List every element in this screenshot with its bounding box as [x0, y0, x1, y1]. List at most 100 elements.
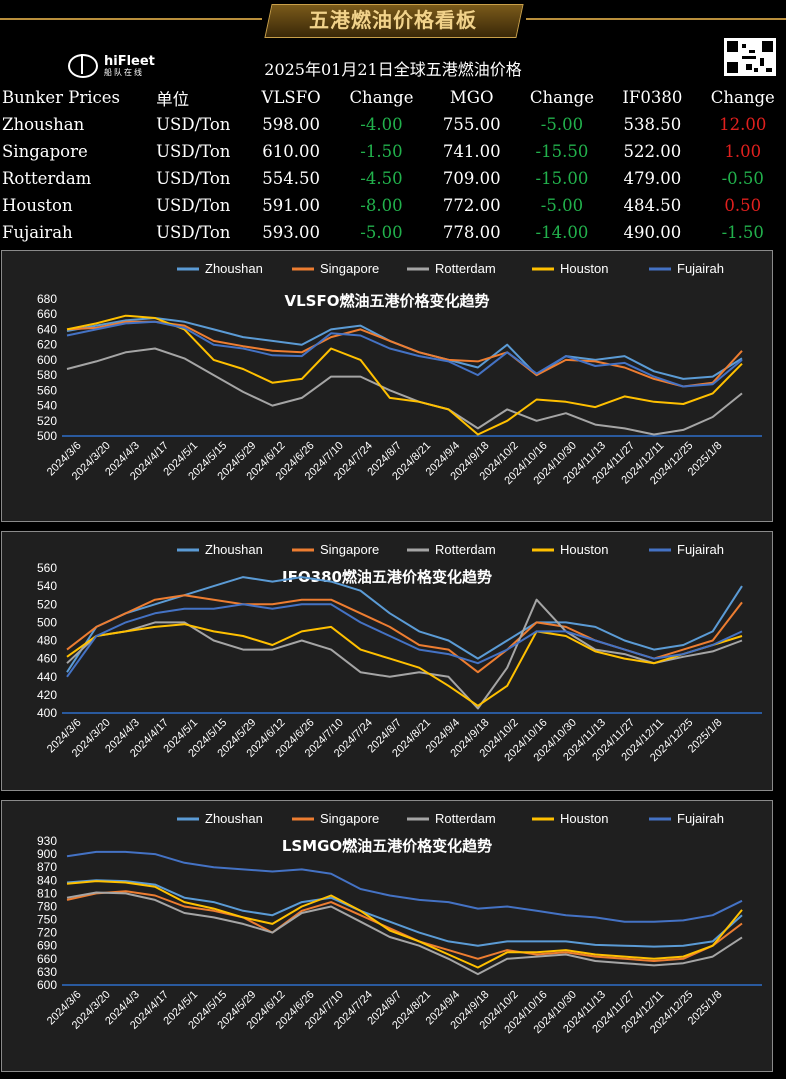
legend-label: Fujairah	[677, 542, 724, 557]
y-tick-label: 540	[37, 399, 57, 413]
ifo380-price: 522.00	[623, 142, 682, 161]
y-tick-label: 660	[37, 952, 57, 966]
y-tick-label: 750	[37, 913, 57, 927]
series-line-fujairah	[66, 603, 743, 678]
header-unit: 单位	[156, 89, 190, 109]
unit: USD/Ton	[156, 115, 231, 134]
legend-label: Zhoushan	[205, 542, 263, 557]
vlsfo-price: 593.00	[262, 223, 320, 242]
chart-title: IFO380燃油五港价格变化趋势	[282, 568, 492, 586]
mgo-price: 778.00	[442, 223, 501, 242]
y-tick-label: 870	[37, 860, 57, 874]
legend-label: Fujairah	[677, 261, 724, 276]
bunker-price-table: Bunker Prices 单位 VLSFO Change MGO Change…	[2, 84, 786, 246]
y-tick-label: 900	[37, 847, 57, 861]
mgo-change: -15.50	[535, 142, 589, 161]
table-row: Singapore USD/Ton 610.00 -1.50 741.00 -15.50 5…	[2, 138, 786, 165]
header-mgo-change: Change	[529, 88, 594, 107]
legend-label: Singapore	[320, 542, 379, 557]
y-tick-label: 810	[37, 886, 57, 900]
series-line-zhoushan	[66, 879, 743, 948]
series-line-rotterdam	[66, 598, 743, 710]
table-row: Rotterdam USD/Ton 554.50 -4.50 709.00 -15.00 4…	[2, 165, 786, 192]
y-tick-label: 600	[37, 978, 57, 992]
series-line-fujairah	[66, 850, 743, 923]
ifo380-change: -0.50	[721, 169, 764, 188]
y-tick-label: 690	[37, 939, 57, 953]
header-mgo: MGO	[449, 88, 494, 107]
mgo-change: -15.00	[535, 169, 589, 188]
mgo-price: 709.00	[442, 169, 501, 188]
header-vlsfo-change: Change	[349, 88, 414, 107]
ifo380-change: -1.50	[721, 223, 764, 242]
y-tick-label: 680	[37, 292, 57, 306]
ifo380-chart: Zhoushan Singapore Rotterdam Houston Fujaira…	[37, 542, 762, 764]
y-tick-label: 640	[37, 322, 57, 336]
y-tick-label: 600	[37, 353, 57, 367]
y-tick-label: 540	[37, 579, 57, 593]
y-tick-label: 520	[37, 597, 57, 611]
vlsfo-chart-panel: Zhoushan Singapore Rotterdam Houston Fujaira…	[1, 250, 773, 522]
mgo-change: -5.00	[540, 196, 584, 215]
series-line-zhoushan	[66, 576, 743, 673]
vlsfo-change: -4.00	[360, 115, 403, 134]
y-tick-label: 440	[37, 670, 57, 684]
y-tick-label: 400	[37, 706, 57, 720]
table-row: Fujairah USD/Ton 593.00 -5.00 778.00 -14.00 49…	[2, 219, 786, 246]
ifo380-price: 490.00	[623, 223, 682, 242]
unit: USD/Ton	[156, 223, 231, 242]
legend-label: Houston	[560, 542, 608, 557]
y-tick-label: 840	[37, 873, 57, 887]
vlsfo-price: 591.00	[262, 196, 320, 215]
ifo380-chart-panel: Zhoushan Singapore Rotterdam Houston Fujaira…	[1, 531, 773, 791]
legend-label: Fujairah	[677, 811, 724, 826]
mgo-change: -5.00	[540, 115, 584, 134]
legend-label: Zhoushan	[205, 261, 263, 276]
y-tick-label: 660	[37, 307, 57, 321]
header-decoration-right	[526, 18, 786, 20]
mgo-price: 741.00	[442, 142, 501, 161]
chart-title: VLSFO燃油五港价格变化趋势	[285, 292, 490, 310]
hifleet-logo: hiFleet 船队在线	[68, 54, 155, 78]
unit: USD/Ton	[156, 142, 231, 161]
y-tick-label: 520	[37, 414, 57, 428]
lsmgo-chart-panel: Zhoushan Singapore Rotterdam Houston Fujaira…	[1, 800, 773, 1072]
port-name: Zhoushan	[2, 115, 85, 134]
header-decoration-left	[0, 18, 262, 20]
header-bunker-prices: Bunker Prices	[2, 88, 121, 107]
y-tick-label: 500	[37, 615, 57, 629]
series-line-houston	[66, 623, 743, 707]
vlsfo-change: -1.50	[360, 142, 403, 161]
y-tick-label: 560	[37, 561, 57, 575]
vlsfo-change: -5.00	[360, 223, 403, 242]
ifo380-change: 12.00	[719, 115, 767, 134]
logo-subtitle: 船队在线	[104, 68, 144, 77]
port-name: Houston	[2, 196, 73, 215]
vlsfo-change: -8.00	[360, 196, 403, 215]
ifo380-price: 479.00	[623, 169, 682, 188]
ifo380-price: 484.50	[623, 196, 682, 215]
unit: USD/Ton	[156, 196, 231, 215]
y-tick-label: 720	[37, 926, 57, 940]
legend-label: Houston	[560, 811, 608, 826]
port-name: Fujairah	[2, 223, 73, 242]
series-line-houston	[66, 880, 743, 969]
y-tick-label: 780	[37, 899, 57, 913]
legend-label: Houston	[560, 261, 608, 276]
port-name: Singapore	[2, 142, 88, 161]
table-header-row: Bunker Prices 单位 VLSFO Change MGO Change…	[2, 84, 786, 111]
port-name: Rotterdam	[2, 169, 92, 188]
ship-logo-icon	[68, 54, 98, 78]
mgo-price: 772.00	[442, 196, 501, 215]
series-line-singapore	[66, 890, 743, 962]
table-row: Houston USD/Ton 591.00 -8.00 772.00 -5.00 484.…	[2, 192, 786, 219]
logo-name: hiFleet	[104, 54, 155, 69]
ifo380-change: 1.00	[724, 142, 762, 161]
series-line-fujairah	[66, 320, 743, 388]
vlsfo-price: 598.00	[262, 115, 320, 134]
y-tick-label: 560	[37, 383, 57, 397]
vlsfo-change: -4.50	[360, 169, 403, 188]
header-vlsfo: VLSFO	[261, 88, 321, 107]
vlsfo-chart: Zhoushan Singapore Rotterdam Houston Fujaira…	[37, 261, 762, 487]
unit: USD/Ton	[156, 169, 231, 188]
